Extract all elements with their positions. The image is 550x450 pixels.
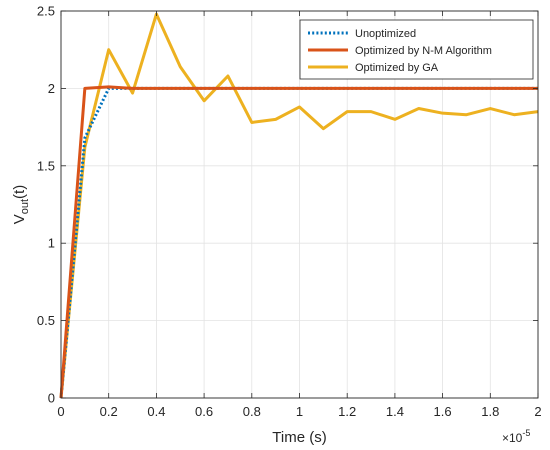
series-line-ga bbox=[59, 12, 539, 399]
series-line-nm-algorithm bbox=[59, 85, 538, 399]
x-axis-label: Time (s) bbox=[272, 429, 326, 446]
x-axis-exponent: ×10-5 bbox=[502, 428, 530, 445]
x-tick-label: 0.8 bbox=[243, 404, 261, 419]
x-axis-exponent-power: -5 bbox=[522, 428, 530, 438]
x-tick-label: 0 bbox=[57, 404, 64, 419]
y-tick-label: 1 bbox=[48, 236, 55, 251]
y-axis-label: Vout(t) bbox=[11, 185, 31, 224]
x-tick-label: 2 bbox=[534, 404, 541, 419]
y-axis-label-subscript: out bbox=[19, 199, 31, 214]
legend-label-unoptimized: Unoptimized bbox=[355, 28, 416, 40]
y-tick-label: 0 bbox=[48, 391, 55, 406]
x-tick-label: 1.4 bbox=[386, 404, 404, 419]
y-tick-labels: 0 0.5 1 1.5 2 2.5 bbox=[37, 4, 55, 406]
y-axis-label-tail: (t) bbox=[11, 185, 28, 199]
x-axis-exponent-base: ×10 bbox=[502, 431, 523, 445]
x-tick-label: 1.2 bbox=[338, 404, 356, 419]
y-tick-label: 2 bbox=[48, 81, 55, 96]
x-tick-label: 1.8 bbox=[481, 404, 499, 419]
x-tick-label: 0.4 bbox=[147, 404, 165, 419]
legend-label-nm-algorithm: Optimized by N-M Algorithm bbox=[355, 45, 492, 57]
tick-marks bbox=[60, 10, 539, 399]
y-tick-label: 0.5 bbox=[37, 313, 55, 328]
x-tick-label: 0.6 bbox=[195, 404, 213, 419]
y-axis-label-main: V bbox=[11, 214, 28, 224]
x-tick-label: 1 bbox=[296, 404, 303, 419]
x-tick-labels: 0 0.2 0.4 0.6 0.8 1 1.2 1.4 1.6 1.8 2 bbox=[57, 404, 541, 419]
y-tick-label: 2.5 bbox=[37, 4, 55, 19]
legend: Unoptimized Optimized by N-M Algorithm O… bbox=[299, 19, 534, 80]
x-tick-label: 1.6 bbox=[434, 404, 452, 419]
y-tick-label: 1.5 bbox=[37, 158, 55, 173]
series-layer bbox=[59, 12, 539, 399]
legend-label-ga: Optimized by GA bbox=[355, 62, 439, 74]
x-tick-label: 0.2 bbox=[100, 404, 118, 419]
